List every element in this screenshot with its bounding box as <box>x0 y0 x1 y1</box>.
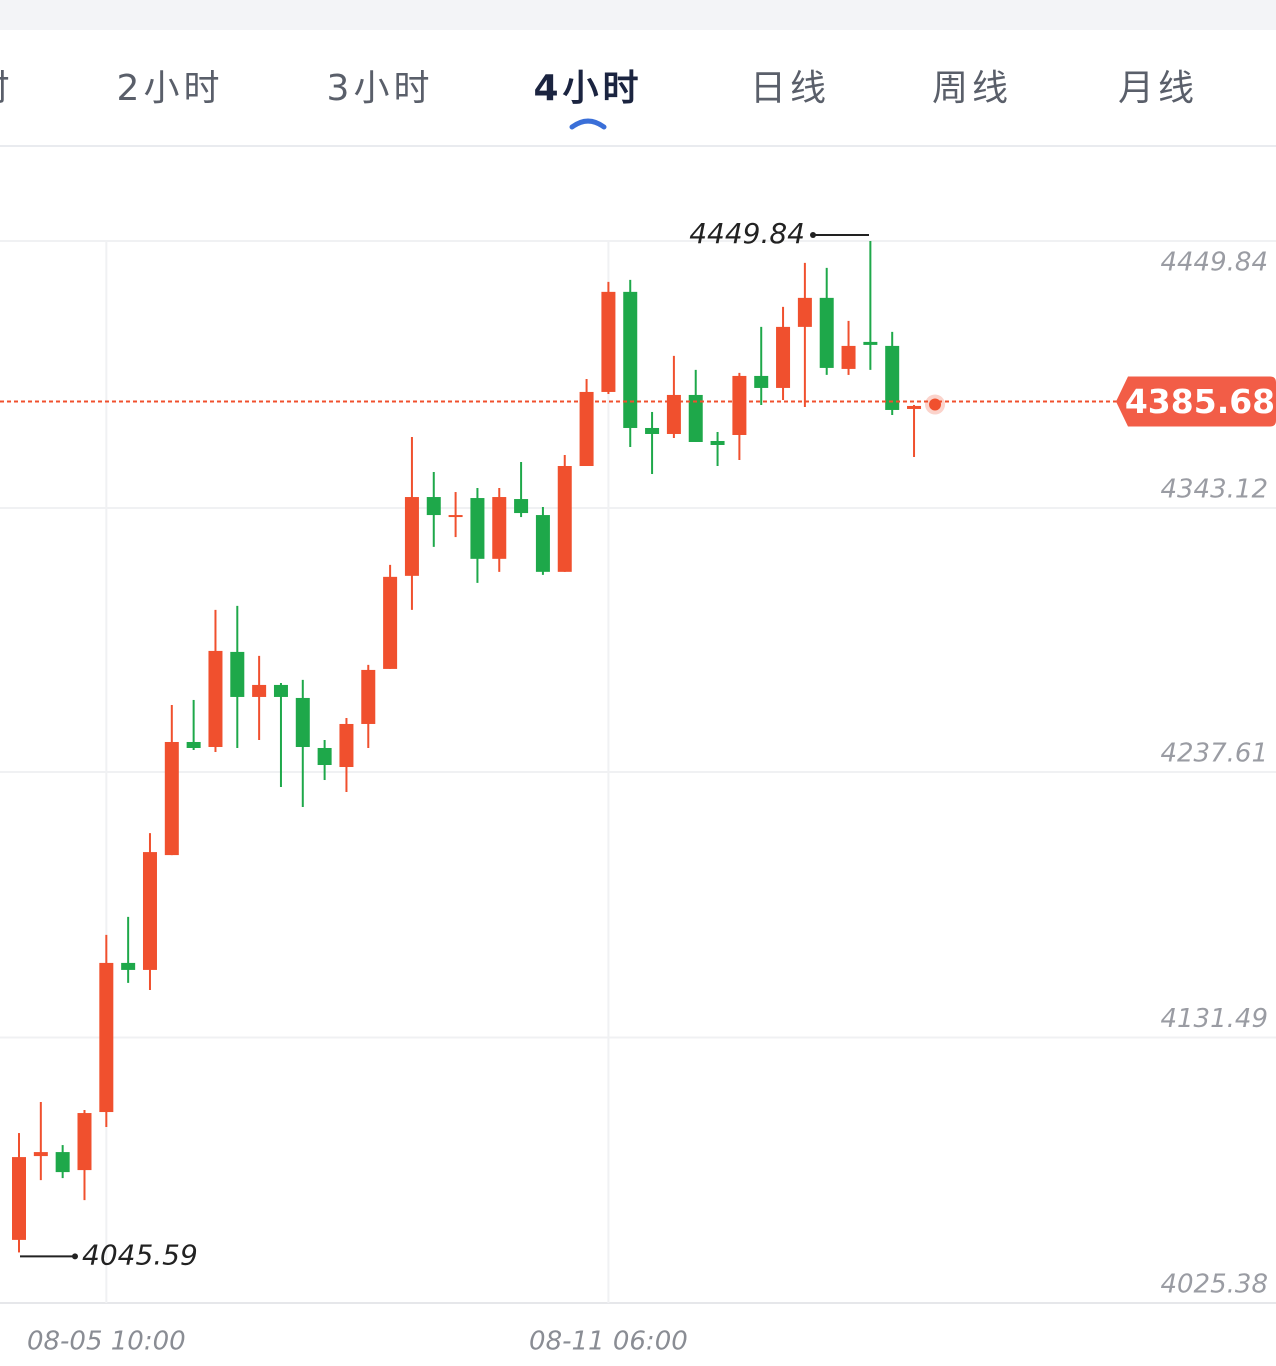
live-dot <box>929 398 942 411</box>
high-marker-dot <box>810 231 816 238</box>
candle-body <box>383 576 398 669</box>
candle-body <box>732 375 747 435</box>
candle-body <box>404 497 419 576</box>
candle-body <box>77 1113 92 1171</box>
candle-body <box>514 499 529 514</box>
candle-body <box>12 1157 26 1240</box>
tab[interactable]: 4小时 <box>533 68 642 109</box>
high-marker-label: 4449.84 <box>689 217 805 250</box>
candle-body <box>492 497 507 559</box>
candle-body <box>55 1152 70 1173</box>
tab-indicator <box>569 118 607 130</box>
tab[interactable]: 3小时 <box>327 68 434 109</box>
x-tick-label: 08-11 06:00 <box>529 1327 688 1357</box>
y-tick-label: 4131.49 <box>1160 1004 1268 1034</box>
x-tick-label: 08-05 10:00 <box>27 1327 186 1357</box>
candle-body <box>841 345 856 369</box>
candle-body <box>863 341 878 345</box>
candle-body <box>470 498 485 559</box>
y-tick-label: 4449.84 <box>1160 247 1268 277</box>
tab[interactable]: 2小时 <box>117 68 224 109</box>
low-marker-dot <box>72 1253 78 1260</box>
low-marker-label: 4045.59 <box>82 1238 198 1271</box>
tab[interactable]: 日线 <box>750 68 830 109</box>
candle-body <box>339 723 354 768</box>
candle-body <box>273 684 288 697</box>
candle-body <box>33 1152 48 1157</box>
candle-body <box>317 747 332 766</box>
candle-body <box>754 375 769 388</box>
candle-body <box>557 466 572 572</box>
candle-body <box>601 291 616 392</box>
candle-body <box>230 651 245 697</box>
y-tick-label: 4237.61 <box>1160 738 1268 768</box>
candle-body <box>666 394 681 434</box>
candle-body <box>710 440 725 445</box>
candle-body <box>448 515 463 518</box>
candle-body <box>186 741 201 748</box>
candle-body <box>907 405 922 409</box>
last-price-label: 4385.68 <box>1125 382 1275 421</box>
candle-body <box>645 427 660 434</box>
y-tick-label: 4343.12 <box>1160 474 1268 504</box>
tab[interactable]: 月线 <box>1118 68 1198 109</box>
candle-body <box>776 326 791 388</box>
candle-body <box>688 394 703 442</box>
top-bar <box>0 0 1276 30</box>
candle-body <box>361 669 376 724</box>
y-tick-label: 4025.38 <box>1160 1270 1268 1300</box>
last-price-badge <box>1116 376 1276 427</box>
candle-body <box>99 962 114 1113</box>
candle-body <box>623 291 638 428</box>
candle-body <box>142 852 157 970</box>
candle-body <box>208 650 223 747</box>
candle-body <box>885 345 900 410</box>
candle-body <box>426 497 441 516</box>
candle-body <box>579 391 594 467</box>
candle-body <box>295 697 310 747</box>
candle-body <box>252 684 267 697</box>
tab[interactable]: 1小时 <box>0 68 13 109</box>
candle-body <box>121 962 136 970</box>
tab[interactable]: 周线 <box>932 68 1012 109</box>
candle-body <box>819 297 834 368</box>
candle-body <box>164 741 179 856</box>
candle-body <box>535 515 550 572</box>
candle-body <box>797 297 812 327</box>
